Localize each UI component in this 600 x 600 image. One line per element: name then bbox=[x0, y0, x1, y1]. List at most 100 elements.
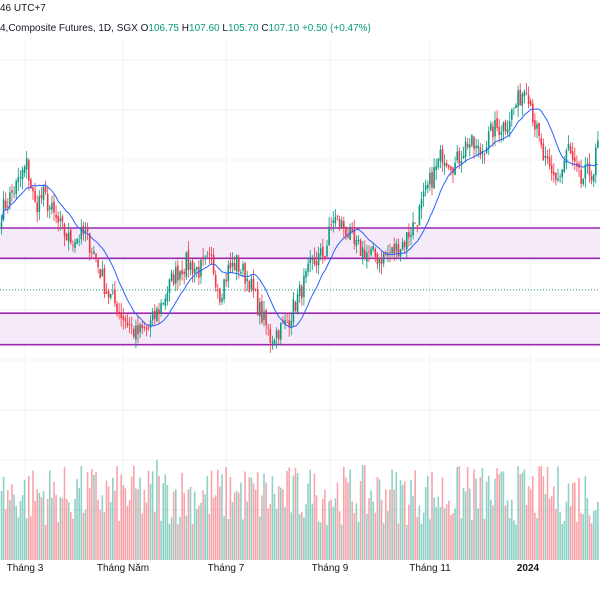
volume-bar bbox=[542, 476, 545, 560]
candle-body bbox=[322, 246, 324, 257]
volume-bar bbox=[189, 486, 192, 560]
candle-body bbox=[330, 224, 332, 226]
volume-bar bbox=[454, 508, 456, 560]
candle-body bbox=[445, 163, 448, 167]
volume-bar bbox=[261, 495, 263, 560]
volume-bar bbox=[187, 489, 190, 560]
volume-bar bbox=[309, 469, 311, 560]
volume-bar bbox=[53, 481, 55, 560]
volume-bar bbox=[137, 489, 139, 560]
high-value: 107.60 bbox=[189, 23, 220, 34]
candle-body bbox=[42, 185, 45, 201]
volume-bar bbox=[458, 466, 461, 560]
candle-body bbox=[397, 244, 400, 257]
volume-bar bbox=[479, 477, 482, 560]
volume-bar bbox=[32, 470, 34, 560]
candle-body bbox=[160, 303, 162, 314]
volume-bar bbox=[231, 501, 234, 560]
candle-body bbox=[427, 184, 429, 189]
candle-body bbox=[200, 259, 202, 277]
candle-body bbox=[223, 279, 225, 300]
volume-bar bbox=[500, 471, 503, 560]
candle-body bbox=[214, 275, 217, 288]
candle-body bbox=[338, 218, 341, 227]
volume-bar bbox=[540, 466, 542, 560]
candle-body bbox=[391, 247, 393, 254]
volume-bar bbox=[59, 497, 62, 560]
candle-body bbox=[460, 161, 463, 165]
volume-bar bbox=[112, 477, 114, 560]
candle-body bbox=[145, 327, 148, 329]
candle-body bbox=[28, 160, 30, 181]
candle-body bbox=[527, 95, 530, 104]
volume-bar bbox=[97, 499, 99, 560]
volume-bar bbox=[290, 512, 293, 560]
volume-bar bbox=[534, 512, 536, 560]
candle-body bbox=[544, 156, 547, 158]
candle-body bbox=[542, 143, 545, 161]
volume-bar bbox=[166, 484, 169, 560]
candle-body bbox=[78, 241, 80, 242]
candle-body bbox=[44, 186, 47, 193]
candle-body bbox=[538, 122, 540, 136]
volume-bar bbox=[286, 470, 288, 560]
volume-bar bbox=[364, 465, 366, 560]
candle-body bbox=[185, 252, 188, 277]
volume-bar bbox=[30, 516, 32, 560]
close-label: C bbox=[261, 23, 269, 34]
volume-bar bbox=[271, 476, 274, 560]
candle-body bbox=[324, 255, 326, 259]
volume-bar bbox=[244, 471, 246, 560]
candle-body bbox=[506, 129, 509, 134]
volume-bar bbox=[305, 504, 307, 560]
volume-bar bbox=[529, 489, 532, 560]
open-label: O bbox=[140, 23, 149, 34]
candle-body bbox=[55, 214, 57, 218]
candle-body bbox=[303, 275, 305, 297]
volume-bar bbox=[513, 520, 515, 560]
candle-body bbox=[135, 325, 137, 340]
volume-bar bbox=[571, 483, 574, 560]
volume-bar bbox=[280, 487, 282, 560]
candle-body bbox=[196, 266, 198, 270]
candle-body bbox=[202, 256, 204, 259]
volume-bar bbox=[44, 524, 47, 560]
candle-body bbox=[284, 319, 286, 325]
candle-body bbox=[273, 339, 276, 344]
volume-bar bbox=[427, 475, 429, 560]
close-value: 107.10 bbox=[268, 23, 300, 34]
volume-bar bbox=[40, 497, 43, 560]
volume-bar bbox=[200, 502, 202, 560]
volume-bar bbox=[391, 469, 393, 560]
candle-body bbox=[91, 252, 93, 253]
volume-bar bbox=[4, 509, 7, 560]
volume-bar bbox=[246, 501, 248, 560]
candle-body bbox=[164, 298, 167, 306]
candle-body bbox=[422, 191, 425, 197]
volume-bar bbox=[273, 494, 276, 560]
volume-bar bbox=[88, 488, 91, 560]
volume-bar bbox=[141, 513, 143, 560]
candle-body bbox=[151, 311, 154, 321]
candle-body bbox=[118, 311, 120, 313]
candle-body bbox=[298, 285, 301, 296]
support-resistance-zones bbox=[0, 227, 600, 346]
candle-body bbox=[9, 192, 11, 206]
volume-bar bbox=[439, 507, 442, 560]
candle-body bbox=[353, 229, 356, 244]
volume-bar bbox=[254, 489, 257, 560]
candle-body bbox=[208, 253, 211, 255]
volume-bar bbox=[114, 490, 116, 560]
candle-body bbox=[305, 271, 307, 278]
candle-body bbox=[351, 229, 353, 232]
volume-bar bbox=[21, 495, 24, 560]
volume-bar bbox=[492, 505, 494, 560]
volume-bar bbox=[416, 516, 419, 560]
candle-body bbox=[72, 245, 74, 247]
x-tick-label: Tháng 3 bbox=[7, 563, 44, 574]
candle-body bbox=[319, 248, 322, 256]
volume-bar bbox=[240, 482, 242, 560]
volume-bar bbox=[487, 475, 490, 560]
candle-body bbox=[86, 228, 89, 232]
